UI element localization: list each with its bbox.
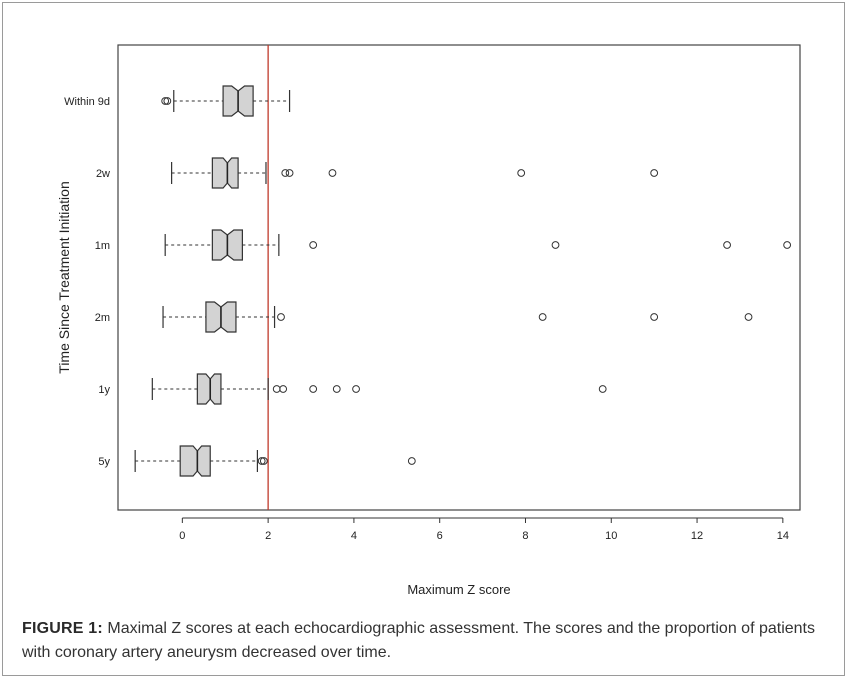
x-tick-label: 0 xyxy=(179,530,185,542)
y-axis-categories: Within 9d 2w 1m 2m 1y 5y xyxy=(64,96,110,468)
caption-label: FIGURE 1: xyxy=(22,620,103,637)
category-label: Within 9d xyxy=(64,96,110,108)
outlier-point xyxy=(259,457,268,465)
x-tick-label: 12 xyxy=(691,530,703,542)
y-axis-label: Time Since Treatment Initiation xyxy=(56,181,72,373)
outlier-point xyxy=(551,241,560,249)
x-tick-label: 6 xyxy=(437,530,443,542)
outlier-point xyxy=(281,169,290,177)
x-tick-label: 14 xyxy=(777,530,789,542)
outlier-point xyxy=(279,385,288,393)
x-tick-label: 4 xyxy=(351,530,357,542)
outlier-point xyxy=(723,241,731,249)
outlier-point xyxy=(650,313,659,321)
outlier-point xyxy=(352,385,360,393)
caption-text: Maximal Z scores at each echocardiograph… xyxy=(22,620,815,661)
outlier-point xyxy=(332,385,341,393)
box-group xyxy=(161,85,291,117)
outlier-point xyxy=(328,169,337,177)
outlier-point xyxy=(650,169,659,177)
figure-caption: FIGURE 1: Maximal Z scores at each echoc… xyxy=(22,617,822,665)
box-group xyxy=(134,445,416,477)
box-group xyxy=(164,229,792,261)
outlier-point xyxy=(538,313,547,321)
category-label: 1y xyxy=(98,384,110,396)
outlier-point xyxy=(285,169,294,177)
category-label: 2m xyxy=(95,312,110,324)
outlier-point xyxy=(272,385,281,393)
box-notched xyxy=(196,373,222,405)
outlier-point xyxy=(309,385,318,393)
x-axis-label: Maximum Z score xyxy=(407,582,510,597)
x-axis: 0 2 4 6 8 10 12 14 xyxy=(179,517,789,542)
x-tick-label: 8 xyxy=(522,530,528,542)
outlier-point xyxy=(783,241,792,249)
box-group xyxy=(162,301,753,333)
chart-marks xyxy=(134,45,792,510)
box-notched xyxy=(179,445,211,477)
outlier-point xyxy=(277,313,285,321)
outlier-point xyxy=(161,97,170,105)
box-notched xyxy=(211,157,239,189)
x-tick-label: 10 xyxy=(605,530,617,542)
category-label: 5y xyxy=(98,456,110,468)
box-group xyxy=(151,373,607,405)
outlier-point xyxy=(744,313,753,321)
category-label: 1m xyxy=(95,240,110,252)
outlier-point xyxy=(598,385,607,393)
outlier-point xyxy=(407,457,416,465)
outlier-point xyxy=(517,169,526,177)
outlier-point xyxy=(163,97,172,105)
outlier-point xyxy=(309,241,318,249)
outlier-point xyxy=(257,457,266,465)
box-group xyxy=(171,157,659,189)
boxplot-chart: 0 2 4 6 8 10 12 14 Within 9d 2w 1m 2m 1y 5y Maximum … xyxy=(56,44,801,597)
category-label: 2w xyxy=(96,168,110,180)
x-tick-label: 2 xyxy=(265,530,271,542)
plot-area xyxy=(117,44,801,511)
